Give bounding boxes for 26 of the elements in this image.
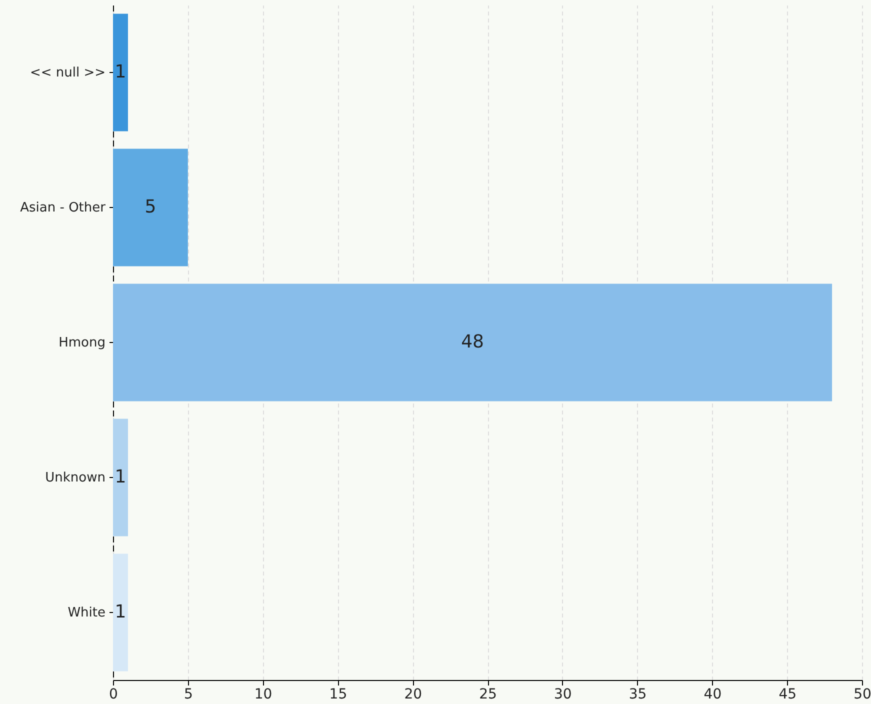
x-tick-label: 20 — [404, 686, 422, 702]
x-tick-label: 30 — [554, 686, 572, 702]
y-tick-label: Unknown — [45, 470, 106, 486]
x-tick-label: 35 — [628, 686, 647, 702]
x-tick-label: 50 — [854, 686, 871, 702]
y-tick-label: << null >> — [30, 66, 106, 80]
x-tick-label: 5 — [184, 686, 193, 702]
x-tick-label: 10 — [254, 686, 272, 702]
data-label: 5 — [144, 196, 156, 218]
bar — [113, 14, 128, 132]
data-label: 48 — [461, 332, 484, 352]
data-label: 1 — [114, 466, 126, 488]
y-tick-label: Hmong — [58, 336, 106, 350]
bar — [113, 148, 188, 266]
x-tick-label: 40 — [704, 686, 722, 702]
x-tick-label: 25 — [479, 686, 497, 702]
data-label: 1 — [114, 62, 126, 82]
x-tick-label: 15 — [329, 686, 348, 702]
y-tick-label: Asian - Other — [20, 200, 106, 216]
bar — [113, 284, 832, 402]
data-label: 1 — [114, 602, 126, 622]
x-tick-label: 0 — [109, 686, 118, 702]
y-tick-label: White — [68, 606, 106, 620]
bar — [113, 418, 128, 536]
x-tick-label: 45 — [778, 686, 797, 702]
bar — [113, 554, 128, 672]
